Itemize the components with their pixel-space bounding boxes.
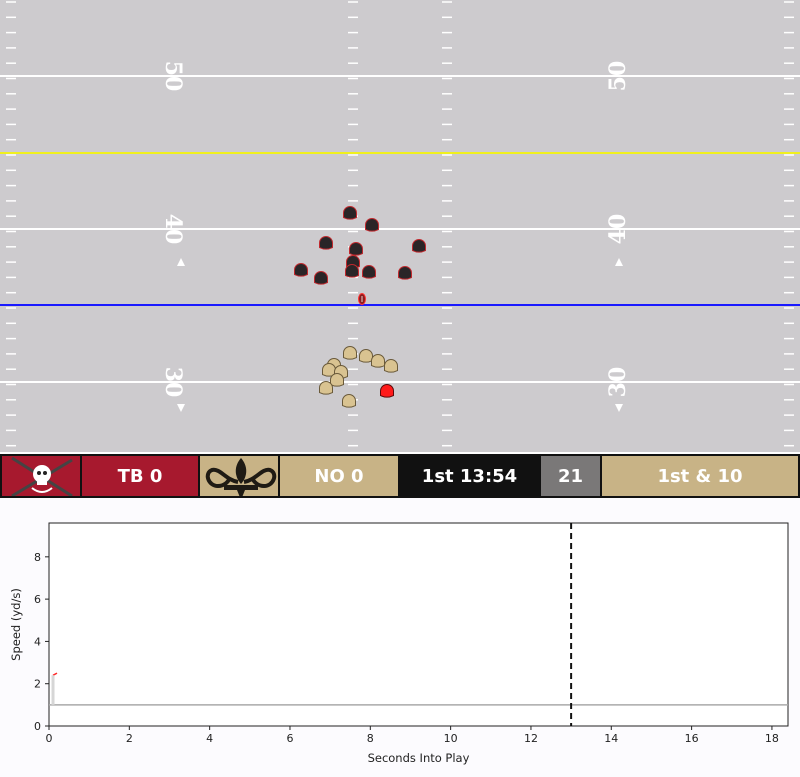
football-field: 50 40 30 50 40 30 <box>0 0 800 452</box>
play-clock: 21 <box>539 454 602 498</box>
yard-number-right-40: 40 <box>605 214 631 245</box>
defense-player-marker <box>294 263 308 277</box>
play-clock-text: 21 <box>557 465 584 487</box>
offense-player-marker <box>343 346 357 360</box>
y-tick-label: 4 <box>34 635 41 648</box>
offense-player-marker <box>330 373 344 387</box>
yard-number-left-50: 50 <box>160 61 186 92</box>
yard-number-left-40: 40 <box>160 214 186 245</box>
x-tick-label: 4 <box>206 732 213 745</box>
speed-spike <box>51 675 55 705</box>
speed-series-line-1 <box>52 672 58 676</box>
speed-chart: 0 2 4 6 8 10 12 14 16 18 0 2 4 6 8 Seconds Into Play Spe… <box>0 498 800 777</box>
home-score-text: TB 0 <box>117 465 163 487</box>
direction-arrow-left-40 <box>177 258 185 266</box>
defense-player-marker <box>398 266 412 280</box>
direction-arrow-left-30 <box>177 404 185 412</box>
players-layer <box>294 206 426 408</box>
offense-player-marker <box>384 359 398 373</box>
offense-player-marker <box>342 394 356 408</box>
defense-player-marker <box>343 206 357 220</box>
fleur-de-lis-icon <box>200 456 278 496</box>
x-tick-label: 14 <box>604 732 618 745</box>
defense-player-marker <box>362 265 376 279</box>
down-and-distance: 1st & 10 <box>600 454 800 498</box>
x-tick-label: 0 <box>46 732 53 745</box>
offense-player-marker <box>319 381 333 395</box>
x-tick-label: 12 <box>524 732 538 745</box>
defense-player-marker <box>345 264 359 278</box>
x-tick-label: 6 <box>286 732 293 745</box>
buccaneers-flag-logo <box>0 454 82 498</box>
y-tick-label: 6 <box>34 593 41 606</box>
direction-arrow-right-30 <box>615 404 623 412</box>
offense-player-marker <box>371 354 385 368</box>
defense-player-marker <box>412 239 426 253</box>
away-score: NO 0 <box>278 454 400 498</box>
home-score: TB 0 <box>80 454 200 498</box>
defense-player-marker <box>349 242 363 256</box>
speed-chart-svg: 0 2 4 6 8 10 12 14 16 18 0 2 4 6 8 Seconds Into Play Spe… <box>9 522 789 765</box>
plot-area <box>48 522 789 727</box>
y-tick-label: 2 <box>34 678 41 691</box>
defense-player-marker <box>365 218 379 232</box>
x-tick-label: 16 <box>685 732 699 745</box>
x-tick-label: 2 <box>126 732 133 745</box>
hash-marks <box>6 1 794 447</box>
defense-player-marker <box>314 271 328 285</box>
skull-flag-icon <box>2 456 80 496</box>
offense-player-marker <box>359 349 373 363</box>
x-tick-label: 10 <box>444 732 458 745</box>
y-tick-label: 0 <box>34 720 41 733</box>
down-and-distance-text: 1st & 10 <box>657 465 743 487</box>
away-score-text: NO 0 <box>314 465 364 487</box>
fleur-de-lis-logo <box>198 454 280 498</box>
yard-number-right-30: 30 <box>605 367 631 398</box>
defense-player-marker <box>319 236 333 250</box>
x-axis-label: Seconds Into Play <box>368 751 470 765</box>
game-clock: 1st 13:54 <box>398 454 541 498</box>
scoreboard: TB 0 NO 0 1st 13:54 21 1st & 10 <box>0 452 800 498</box>
game-clock-text: 1st 13:54 <box>421 465 518 487</box>
yard-number-right-50: 50 <box>605 61 631 92</box>
yard-number-left-30: 30 <box>160 367 186 398</box>
y-tick-label: 8 <box>34 551 41 564</box>
y-axis-label: Speed (yd/s) <box>9 588 23 661</box>
direction-arrow-right-40 <box>615 258 623 266</box>
x-tick-label: 18 <box>765 732 779 745</box>
highlighted-player-marker <box>380 384 394 398</box>
x-tick-label: 8 <box>367 732 374 745</box>
field-drawing: 50 40 30 50 40 30 <box>0 1 800 447</box>
